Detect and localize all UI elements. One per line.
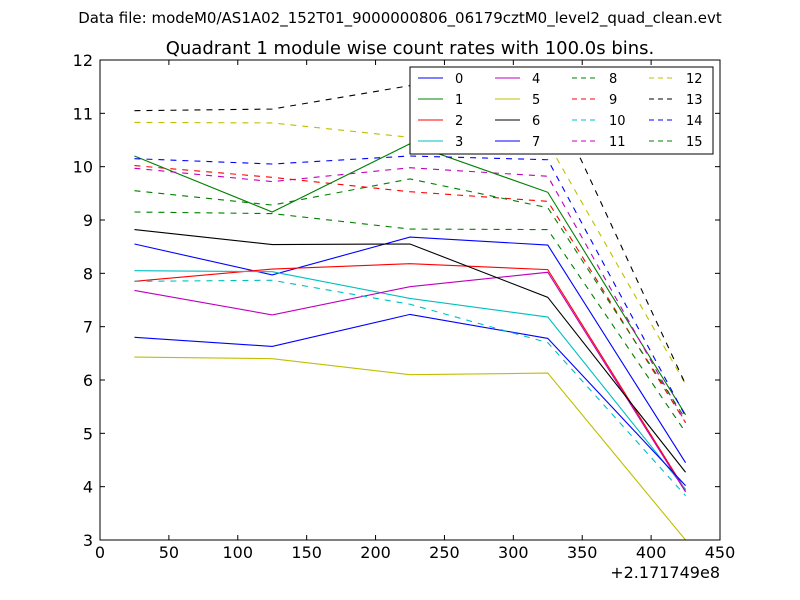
legend-label-13: 13 <box>686 93 703 108</box>
legend-label-2: 2 <box>455 114 463 129</box>
x-tick-label: 300 <box>498 543 529 562</box>
x-tick-label: 100 <box>223 543 254 562</box>
series-line-0 <box>134 236 687 463</box>
legend-label-11: 11 <box>609 135 626 150</box>
y-tick-label: 4 <box>83 478 93 497</box>
y-tick-label: 8 <box>83 264 93 283</box>
legend-label-8: 8 <box>609 72 617 87</box>
legend-frame <box>409 66 714 155</box>
series-line-9 <box>134 165 687 423</box>
x-tick-label: 250 <box>429 543 460 562</box>
series-line-4 <box>134 271 687 493</box>
legend-label-7: 7 <box>532 135 540 150</box>
x-tick-label: 350 <box>567 543 598 562</box>
y-tick-label: 7 <box>83 318 93 337</box>
x-tick-label: 400 <box>636 543 667 562</box>
series-line-8 <box>134 211 687 433</box>
y-tick-label: 9 <box>83 211 93 230</box>
chart-suptitle: Data file: modeM0/AS1A02_152T01_90000008… <box>78 9 722 28</box>
x-tick-label: 150 <box>291 543 322 562</box>
legend-label-3: 3 <box>455 135 463 150</box>
legend-label-15: 15 <box>686 135 703 150</box>
legend-label-9: 9 <box>609 93 617 108</box>
series-line-6 <box>134 229 686 473</box>
legend-label-4: 4 <box>532 72 540 87</box>
y-tick-label: 10 <box>73 158 93 177</box>
legend-label-1: 1 <box>455 93 463 108</box>
y-tick-label: 3 <box>83 531 93 550</box>
series-line-15 <box>134 178 687 420</box>
series-line-5 <box>134 356 686 540</box>
legend-label-6: 6 <box>532 114 540 129</box>
series-line-11 <box>134 167 687 423</box>
y-tick-label: 5 <box>83 424 93 443</box>
x-tick-label: 450 <box>705 543 736 562</box>
x-tick-label: 200 <box>360 543 391 562</box>
legend-label-14: 14 <box>686 114 703 129</box>
series-line-3 <box>134 270 686 490</box>
legend-label-0: 0 <box>455 72 463 87</box>
series-line-10 <box>134 279 686 497</box>
chart-title: Quadrant 1 module wise count rates with … <box>166 38 655 59</box>
x-tick-label: 0 <box>95 543 105 562</box>
y-tick-label: 12 <box>73 51 93 70</box>
x-offset-label: +2.171749e8 <box>610 563 720 582</box>
legend-label-10: 10 <box>609 114 626 129</box>
legend-label-12: 12 <box>686 72 703 87</box>
legend-label-5: 5 <box>532 93 540 108</box>
plot-frame <box>99 59 721 541</box>
series-line-2 <box>134 263 687 491</box>
y-tick-label: 6 <box>83 371 93 390</box>
x-tick-label: 50 <box>159 543 179 562</box>
y-tick-label: 11 <box>73 104 93 123</box>
series-line-7 <box>134 313 686 486</box>
